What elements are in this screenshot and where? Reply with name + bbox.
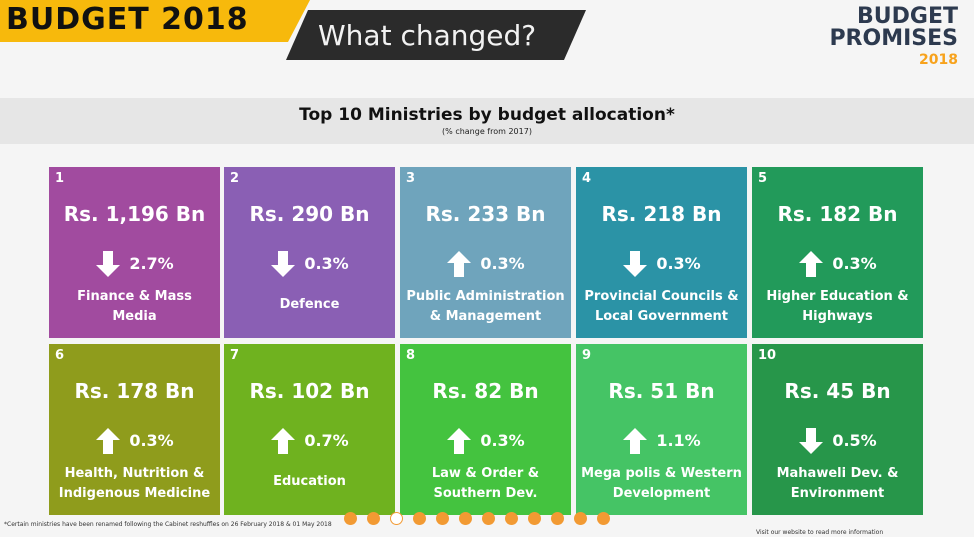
ministry-label: Higher Education & Highways	[766, 289, 909, 324]
carousel-dot[interactable]	[413, 512, 426, 525]
ministry-amount: Rs. 102 Bn	[249, 379, 370, 403]
ministry-label: Defence	[279, 297, 340, 312]
ministry-amount: Rs. 1,196 Bn	[63, 202, 206, 226]
ministry-rank: 4	[582, 171, 592, 186]
logo-line2: PROMISES	[829, 26, 958, 51]
ministry-label: Mega polis & Western Development	[581, 466, 742, 501]
carousel-dot[interactable]	[551, 512, 564, 525]
ministry-change: 0.3%	[400, 426, 571, 456]
carousel-dot[interactable]	[367, 512, 380, 525]
ministry-change-percent: 0.7%	[304, 431, 349, 450]
ministry-change-percent: 0.3%	[480, 431, 525, 450]
ministry-tile: 3 Rs. 233 Bn 0.3% Public Administration & M…	[400, 167, 571, 338]
ministry-amount: Rs. 82 Bn	[432, 379, 539, 403]
carousel-dot[interactable]	[528, 512, 541, 525]
ministry-rank: 2	[230, 171, 240, 186]
ministry-change-percent: 0.3%	[129, 431, 174, 450]
ministry-amount: Rs. 290 Bn	[249, 202, 370, 226]
ministry-label: Law & Order & Southern Dev.	[431, 466, 540, 501]
ministry-rank: 5	[758, 171, 768, 186]
header-subtitle-bar	[286, 10, 586, 60]
ministry-change-percent: 1.1%	[656, 431, 701, 450]
ministry-rank: 10	[758, 348, 777, 363]
ministry-tile: 5 Rs. 182 Bn 0.3% Higher Education & Highwa…	[752, 167, 923, 338]
ministry-label: Health, Nutrition & Indigenous Medicine	[58, 466, 211, 501]
footnote: *Certain ministries have been renamed fo…	[4, 521, 332, 528]
ministry-change: 0.3%	[400, 249, 571, 279]
ministry-tile: 9 Rs. 51 Bn 1.1% Mega polis & Western Devel…	[576, 344, 747, 515]
ministry-rank: 3	[406, 171, 416, 186]
header-subtitle: What changed?	[318, 19, 537, 52]
arrow-up-icon	[447, 251, 472, 277]
ministry-amount: Rs. 218 Bn	[601, 202, 722, 226]
ministry-label: Public Administration & Management	[406, 289, 565, 324]
carousel-dot[interactable]	[390, 512, 403, 525]
carousel-dot[interactable]	[459, 512, 472, 525]
ministry-tile: 4 Rs. 218 Bn 0.3% Provincial Councils & Loc…	[576, 167, 747, 338]
arrow-up-icon	[799, 251, 824, 277]
ministry-label: Education	[273, 474, 346, 489]
logo-line1: BUDGET	[857, 4, 958, 29]
ministry-change: 2.7%	[49, 249, 220, 279]
ministry-change: 1.1%	[576, 426, 747, 456]
header-badge-text: BUDGET 2018	[6, 2, 249, 37]
ministry-tile: 8 Rs. 82 Bn 0.3% Law & Order & Southern Dev…	[400, 344, 571, 515]
section-subtitle: (% change from 2017)	[442, 127, 532, 136]
ministry-change-percent: 0.3%	[304, 254, 349, 273]
ministry-change-percent: 0.3%	[832, 254, 877, 273]
arrow-down-icon	[96, 251, 121, 277]
carousel-dot[interactable]	[436, 512, 449, 525]
ministry-tile: 7 Rs. 102 Bn 0.7% Education	[224, 344, 395, 515]
arrow-down-icon	[799, 428, 824, 454]
ministry-change: 0.3%	[576, 249, 747, 279]
ministry-change-percent: 0.3%	[656, 254, 701, 273]
budget-promises-logo: BUDGET PROMISES 2018	[829, 4, 968, 69]
ministry-change: 0.7%	[224, 426, 395, 456]
arrow-up-icon	[96, 428, 121, 454]
carousel-dot[interactable]	[597, 512, 610, 525]
ministry-amount: Rs. 178 Bn	[74, 379, 195, 403]
carousel-dot[interactable]	[482, 512, 495, 525]
ministry-rank: 8	[406, 348, 416, 363]
ministry-amount: Rs. 45 Bn	[784, 379, 891, 403]
carousel-dot[interactable]	[574, 512, 587, 525]
ministry-change: 0.5%	[752, 426, 923, 456]
ministry-label: Finance & Mass Media	[77, 289, 192, 324]
ministry-tile: 1 Rs. 1,196 Bn 2.7% Finance & Mass Media	[49, 167, 220, 338]
ministry-change: 0.3%	[224, 249, 395, 279]
carousel-dot[interactable]	[344, 512, 357, 525]
arrow-up-icon	[623, 428, 648, 454]
carousel-dot[interactable]	[505, 512, 518, 525]
ministry-amount: Rs. 233 Bn	[425, 202, 546, 226]
ministry-tile: 10 Rs. 45 Bn 0.5% Mahaweli Dev. & Environme…	[752, 344, 923, 515]
ministry-tile: 2 Rs. 290 Bn 0.3% Defence	[224, 167, 395, 338]
logo-line3: 2018	[919, 52, 958, 68]
section-band	[0, 98, 974, 144]
arrow-up-icon	[271, 428, 296, 454]
arrow-down-icon	[271, 251, 296, 277]
ministry-change: 0.3%	[49, 426, 220, 456]
ministry-rank: 7	[230, 348, 240, 363]
ministry-rank: 1	[55, 171, 65, 186]
ministry-rank: 9	[582, 348, 592, 363]
ministry-tile: 6 Rs. 178 Bn 0.3% Health, Nutrition & Indig…	[49, 344, 220, 515]
ministry-rank: 6	[55, 348, 65, 363]
ministry-amount: Rs. 182 Bn	[777, 202, 898, 226]
ministry-label: Provincial Councils & Local Government	[584, 289, 739, 324]
arrow-up-icon	[447, 428, 472, 454]
ministry-label: Mahaweli Dev. & Environment	[776, 466, 899, 501]
carousel-dots	[344, 512, 610, 525]
ministry-change-percent: 0.3%	[480, 254, 525, 273]
ministry-change-percent: 2.7%	[129, 254, 174, 273]
arrow-down-icon	[623, 251, 648, 277]
ministry-change-percent: 0.5%	[832, 431, 877, 450]
ministry-amount: Rs. 51 Bn	[608, 379, 715, 403]
footnote-right: Visit our website to read more informati…	[756, 529, 884, 536]
header-badge	[0, 0, 310, 42]
section-title: Top 10 Ministries by budget allocation*	[299, 105, 675, 125]
ministry-change: 0.3%	[752, 249, 923, 279]
